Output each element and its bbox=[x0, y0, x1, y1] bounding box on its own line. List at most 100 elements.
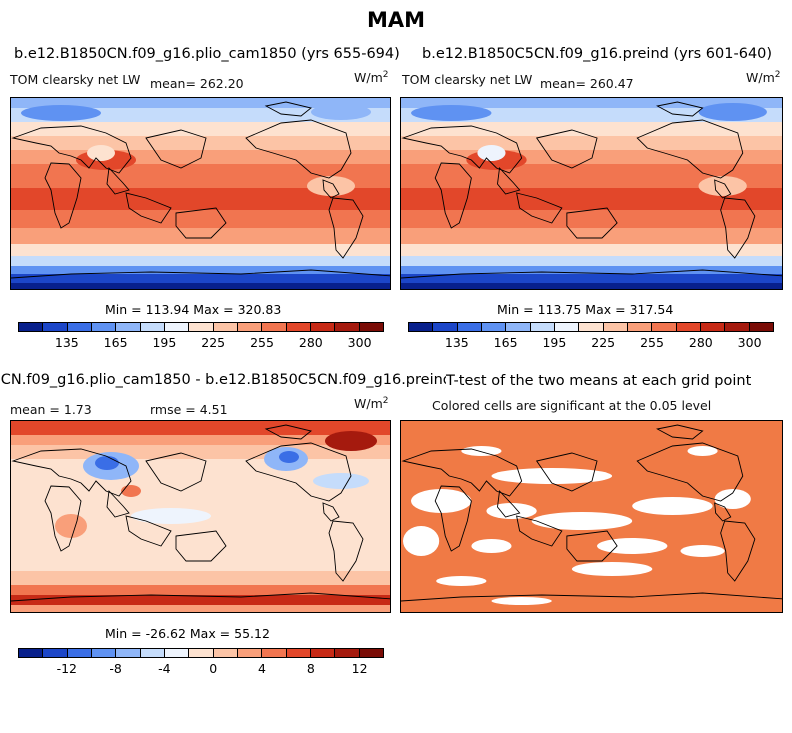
panel2-colorbar-swatch bbox=[579, 323, 604, 331]
panel3-colorbar-swatch bbox=[213, 649, 238, 657]
panel3-mean: mean = 1.73 bbox=[10, 402, 92, 417]
panel3-colorbar bbox=[18, 648, 384, 658]
panel3-colorbar-tick-label: 8 bbox=[306, 661, 315, 676]
panel1-colorbar-swatch bbox=[91, 323, 117, 331]
panel3-colorbar-swatch bbox=[262, 649, 287, 657]
panel1-colorbar-swatch bbox=[164, 323, 190, 331]
panel3-colorbar-tick-label: 0 bbox=[209, 661, 218, 676]
panel2-colorbar-tick-label: 225 bbox=[591, 335, 616, 350]
panel2-colorbar-swatch bbox=[530, 323, 555, 331]
panel3-colorbar-tick-label: 4 bbox=[258, 661, 266, 676]
panel3-colorbar-swatch bbox=[310, 649, 336, 657]
panel2-colorbar-swatch bbox=[603, 323, 628, 331]
panel1-colorbar-swatch bbox=[140, 323, 165, 331]
panel3-colorbar-swatch bbox=[140, 649, 165, 657]
panel2-colorbar-swatch bbox=[554, 323, 580, 331]
coastlines bbox=[401, 101, 782, 279]
panel3-colorbar-swatch bbox=[237, 649, 263, 657]
panel3-colorbar-tick-label: -12 bbox=[56, 661, 78, 676]
panel1-map bbox=[10, 97, 391, 290]
panel1-colorbar-swatch bbox=[213, 323, 238, 331]
panel3-colorbar-swatch bbox=[286, 649, 311, 657]
panel2-map bbox=[400, 97, 783, 290]
panel3-colorbar-tick-label: -4 bbox=[158, 661, 171, 676]
panel2-colorbar-swatch bbox=[433, 323, 458, 331]
lw-field-bands bbox=[11, 98, 390, 289]
panel3-colorbar-swatch bbox=[164, 649, 190, 657]
panel1-variable: TOM clearsky net LW bbox=[10, 72, 141, 87]
coastlines bbox=[401, 424, 782, 602]
panel2-colorbar-swatch bbox=[506, 323, 531, 331]
panel1-mean: mean= 262.20 bbox=[150, 76, 244, 91]
panel2-colorbar-swatch bbox=[749, 323, 773, 331]
panel3-units: W/m2 bbox=[354, 396, 389, 412]
panel2-colorbar-swatch bbox=[627, 323, 653, 331]
panel1-colorbar-swatch bbox=[67, 323, 92, 331]
panel3-colorbar-swatch bbox=[189, 649, 214, 657]
panel1-colorbar-swatch bbox=[189, 323, 214, 331]
panel1-colorbar-swatch bbox=[286, 323, 311, 331]
panel3-colorbar-swatch bbox=[67, 649, 92, 657]
panel3-colorbar-swatch bbox=[359, 649, 383, 657]
panel1-colorbar-swatch bbox=[19, 323, 44, 331]
panel3-map-image bbox=[11, 421, 390, 612]
panel4-map bbox=[400, 420, 783, 613]
panel2-units: W/m2 bbox=[746, 70, 781, 86]
lw-field-bands bbox=[401, 98, 782, 289]
panel1-colorbar-tick-label: 300 bbox=[347, 335, 372, 350]
panel2-colorbar-swatch bbox=[457, 323, 482, 331]
panel1-colorbar-swatch bbox=[335, 323, 360, 331]
panel2-mean: mean= 260.47 bbox=[540, 76, 634, 91]
panel2-colorbar-tick-label: 255 bbox=[640, 335, 664, 350]
panel1-colorbar-tick-label: 280 bbox=[298, 335, 323, 350]
panel1-map-image bbox=[11, 98, 390, 289]
figure-title: MAM bbox=[366, 8, 426, 32]
panel1-colorbar-tick-label: 195 bbox=[152, 335, 177, 350]
panel2-minmax: Min = 113.75 Max = 317.54 bbox=[497, 302, 674, 317]
panel2-colorbar-tick-label: 300 bbox=[737, 335, 762, 350]
coastlines bbox=[11, 424, 390, 602]
panel2-map-image bbox=[401, 98, 782, 289]
panel2-colorbar-swatch bbox=[481, 323, 507, 331]
panel3-colorbar-swatch bbox=[116, 649, 141, 657]
panel1-colorbar-tick-label: 255 bbox=[250, 335, 274, 350]
panel2-colorbar-tick-label: 135 bbox=[444, 335, 469, 350]
panel1-colorbar-tick-label: 225 bbox=[201, 335, 226, 350]
panel2-colorbar-tick-label: 165 bbox=[493, 335, 518, 350]
panel2-colorbar-swatch bbox=[700, 323, 726, 331]
panel3-colorbar-tick-label: 12 bbox=[351, 661, 368, 676]
panel4-note: Colored cells are significant at the 0.0… bbox=[432, 398, 712, 413]
panel4-title: T-test of the two means at each grid poi… bbox=[446, 373, 752, 389]
panel3-rmse: rmse = 4.51 bbox=[150, 402, 228, 417]
panel3-colorbar-swatch bbox=[43, 649, 68, 657]
panel1-colorbar-swatch bbox=[310, 323, 336, 331]
panel1-colorbar-swatch bbox=[359, 323, 383, 331]
panel2-colorbar-tick-label: 195 bbox=[542, 335, 567, 350]
panel3-minmax: Min = -26.62 Max = 55.12 bbox=[105, 626, 270, 641]
panel1-minmax: Min = 113.94 Max = 320.83 bbox=[105, 302, 282, 317]
panel1-units: W/m2 bbox=[354, 70, 389, 86]
panel3-map bbox=[10, 420, 391, 613]
non-significant-cells bbox=[403, 446, 751, 605]
panel2-colorbar bbox=[408, 322, 774, 332]
panel1-colorbar-swatch bbox=[262, 323, 287, 331]
panel3-colorbar-tick-label: -8 bbox=[109, 661, 122, 676]
panel3-title: b.e12.B1850CN.f09_g16.plio_cam1850 - b.e… bbox=[0, 372, 452, 388]
panel1-colorbar-swatch bbox=[237, 323, 263, 331]
panel1-colorbar bbox=[18, 322, 384, 332]
panel2-colorbar-swatch bbox=[409, 323, 434, 331]
panel2-title: b.e12.B1850C5CN.f09_g16.preind (yrs 601-… bbox=[422, 46, 773, 62]
coastlines bbox=[11, 101, 390, 279]
panel2-colorbar-swatch bbox=[652, 323, 677, 331]
panel1-colorbar-swatch bbox=[43, 323, 68, 331]
panel2-colorbar-tick-label: 280 bbox=[688, 335, 713, 350]
panel2-colorbar-swatch bbox=[676, 323, 701, 331]
panel3-colorbar-swatch bbox=[335, 649, 360, 657]
panel2-colorbar-swatch bbox=[725, 323, 750, 331]
panel1-title: b.e12.B1850CN.f09_g16.plio_cam1850 (yrs … bbox=[14, 46, 400, 62]
panel3-title-clip: b.e12.B1850CN.f09_g16.plio_cam1850 - b.e… bbox=[0, 372, 452, 394]
panel1-colorbar-tick-label: 165 bbox=[103, 335, 128, 350]
panel4-map-image bbox=[401, 421, 782, 612]
panel3-colorbar-swatch bbox=[91, 649, 117, 657]
panel1-colorbar-swatch bbox=[116, 323, 141, 331]
